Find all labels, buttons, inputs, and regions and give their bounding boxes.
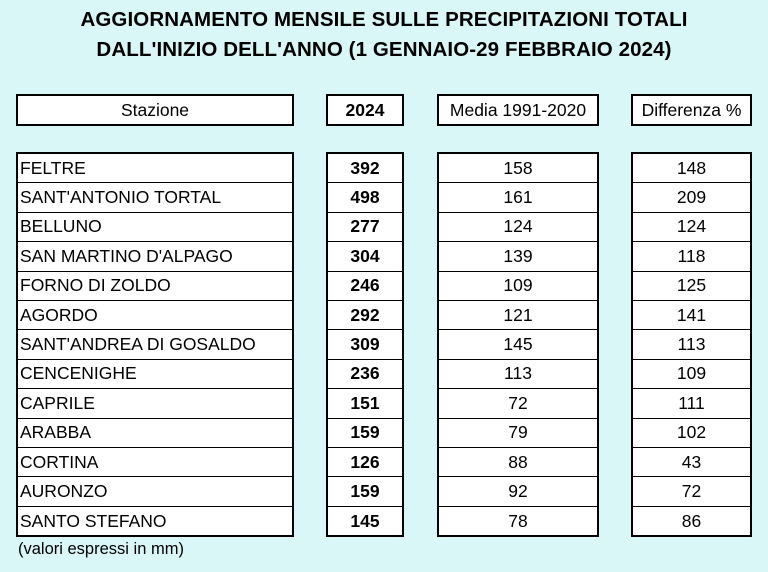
diff-value-cell: 125 (633, 272, 750, 301)
mean-value-cell: 145 (439, 330, 597, 360)
mean-value-cell: 109 (439, 272, 597, 301)
station-cell: AURONZO (18, 477, 292, 507)
diff-value-cell: 209 (633, 183, 750, 213)
title-line-1: AGGIORNAMENTO MENSILE SULLE PRECIPITAZIO… (80, 8, 688, 31)
diff-value-cell: 102 (633, 419, 750, 448)
diff-value-cell: 109 (633, 360, 750, 390)
station-column: FELTRE SANT'ANTONIO TORTAL BELLUNO SAN MART… (16, 152, 294, 537)
diff-value-cell: 118 (633, 242, 750, 272)
year-value-cell: 126 (328, 448, 402, 478)
diff-value-cell: 148 (633, 154, 750, 184)
mean-value-cell: 121 (439, 301, 597, 331)
station-cell: FELTRE (18, 154, 292, 184)
diff-value-cell: 86 (681, 510, 702, 531)
mean-value-cell: 158 (439, 154, 597, 184)
year-value-cell: 159 (328, 477, 402, 507)
station-cell: SANT'ANTONIO TORTAL (18, 183, 292, 213)
year-value-cell: 236 (328, 360, 402, 390)
mean-value-cell: 72 (439, 389, 597, 419)
diff-value-cell: 43 (633, 448, 750, 478)
year-column: 392 498 277 304 246 292 309 236 151 159 126 159 145 (326, 152, 404, 537)
title-line-2: DALL'INIZIO DELL'ANNO (1 GENNAIO-29 FEBB… (96, 38, 672, 61)
mean-value-cell: 92 (439, 477, 597, 507)
diff-column: 148 209 124 118 125 141 113 109 111 102 43 72 86 (631, 152, 752, 537)
mean-value-cell: 88 (439, 448, 597, 478)
station-cell: SAN MARTINO D'ALPAGO (18, 242, 292, 272)
year-value-cell: 309 (328, 330, 402, 360)
station-cell: BELLUNO (18, 213, 292, 243)
diff-value-cell: 111 (633, 389, 750, 419)
header-year: 2024 (326, 94, 404, 126)
station-cell: CORTINA (18, 448, 292, 478)
diff-value-cell: 141 (633, 301, 750, 331)
station-cell: CAPRILE (18, 389, 292, 419)
header-mean: Media 1991-2020 (437, 94, 599, 126)
year-value-cell: 498 (328, 183, 402, 213)
year-value-cell: 277 (328, 213, 402, 243)
diff-value-cell: 113 (633, 330, 750, 360)
mean-value-cell: 124 (439, 213, 597, 243)
station-cell: CENCENIGHE (18, 360, 292, 390)
year-value-cell: 151 (328, 389, 402, 419)
station-cell: AGORDO (18, 301, 292, 331)
year-value-cell: 145 (350, 510, 380, 531)
station-cell: SANTO STEFANO (20, 510, 167, 531)
station-cell: ARABBA (18, 419, 292, 448)
year-value-cell: 292 (328, 301, 402, 331)
mean-value-cell: 78 (508, 510, 528, 531)
header-station: Stazione (16, 94, 294, 126)
year-value-cell: 246 (328, 272, 402, 301)
year-value-cell: 392 (328, 154, 402, 184)
header-diff: Differenza % (631, 94, 752, 126)
year-value-cell: 159 (328, 419, 402, 448)
diff-value-cell: 124 (633, 213, 750, 243)
diff-value-cell: 72 (633, 477, 750, 507)
mean-value-cell: 79 (439, 419, 597, 448)
station-cell: SANT'ANDREA DI GOSALDO (18, 330, 292, 360)
mean-value-cell: 161 (439, 183, 597, 213)
mean-value-cell: 113 (439, 360, 597, 390)
year-value-cell: 304 (328, 242, 402, 272)
units-note: (valori espressi in mm) (18, 540, 184, 558)
station-cell: FORNO DI ZOLDO (18, 272, 292, 301)
mean-value-cell: 139 (439, 242, 597, 272)
mean-column: 158 161 124 139 109 121 145 113 72 79 88 92 78 (437, 152, 599, 537)
